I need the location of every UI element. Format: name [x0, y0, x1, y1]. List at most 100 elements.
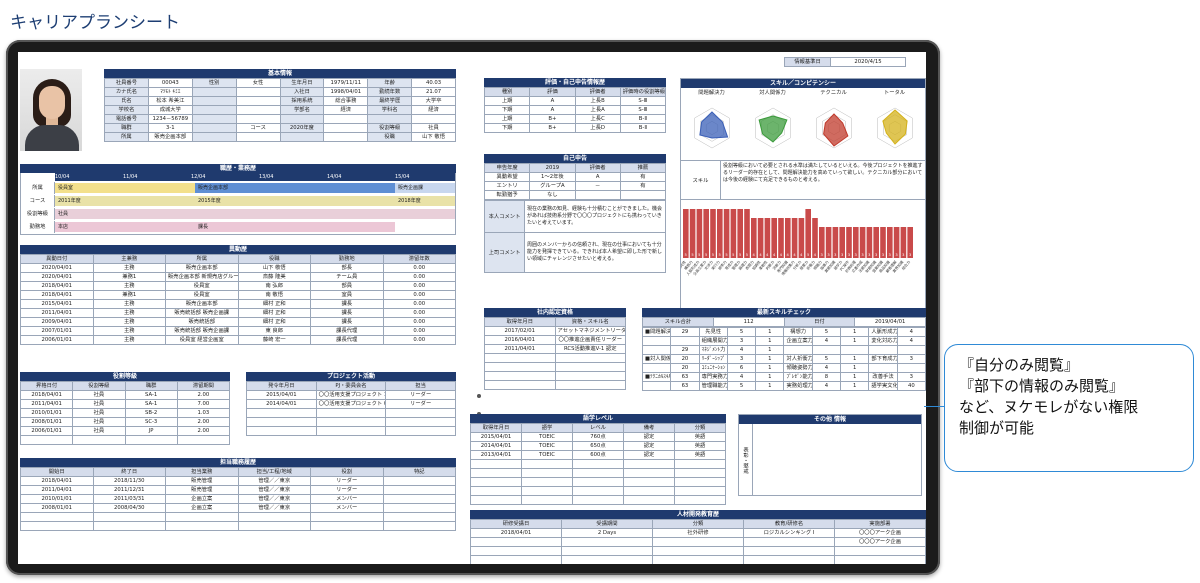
self-report-title: 自己申告 — [484, 154, 666, 163]
basic-cell: 社員番号 — [104, 78, 149, 88]
skill-bar-category: 分析力 — [792, 259, 803, 271]
basic-cell: 松本 希美江 — [147, 96, 193, 106]
evaluation-cell: 上長B — [574, 96, 621, 106]
training-table: 研修受講日 受講期間 分類 教育/研修名 実施部署 2018/04/01 2 Days 社外研… — [470, 519, 926, 564]
lang-title: 語学レベル — [470, 414, 726, 423]
lang-empty-cell — [521, 477, 573, 487]
skill-tab-4[interactable]: トータル — [883, 90, 906, 96]
role-empty-cell — [72, 435, 126, 445]
training-empty-cell — [652, 555, 744, 564]
skill-bar — [893, 227, 900, 258]
lang-empty-cell — [521, 486, 573, 496]
training-title: 人材開発教育歴 — [470, 510, 926, 519]
transfer-cell: 0.00 — [382, 317, 456, 327]
skill-bar — [805, 209, 811, 258]
transfer-row: 2018/04/01 兼務1 役員室南 敬悟 室員 0.00 — [20, 290, 456, 300]
latest-cell: 3 — [896, 372, 926, 382]
latest-cell — [783, 345, 813, 355]
latest-cell: 6 — [726, 363, 757, 373]
training-header-row: 研修受講日 受講期間 分類 教育/研修名 実施部署 — [470, 519, 926, 529]
lang-empty-cell — [572, 468, 624, 478]
latest-cell: 1 — [840, 327, 870, 337]
skill-tab-1[interactable]: 問題解決力 — [698, 90, 725, 96]
transfer-row: 2007/01/01 主務 販売統括部 販売企画課東 良郎 課長代理 0.00 — [20, 326, 456, 336]
cert-empty-cell — [554, 380, 626, 390]
transfer-row: 2020/04/01 主務 販売企画本部 山下 敬悟 部長 0.00 — [20, 263, 456, 273]
transfer-cell: 販売統括部 販売企画課 — [165, 308, 239, 318]
lang-cell: 認定 — [623, 432, 675, 442]
evaluation-table: 種別 評価 評価者 評価時の役割等級 上期 A 上長B S-Ⅲ 下期 A 上長A S-Ⅲ 上期 B+ 上長C… — [483, 87, 667, 133]
other-side-label: 表彰・懲戒 — [739, 424, 753, 496]
skill-bar — [866, 227, 873, 258]
evaluation-col-header: 種別 — [483, 87, 531, 97]
training-empty-cell — [743, 546, 835, 556]
basic-cell — [235, 105, 281, 115]
self-row: 転勤猶予 なし — [483, 190, 667, 200]
latest-row: ■ﾃｸﾆｶﾙｽｷﾙ 63 専門実務力 4 1 ﾌﾟﾚｾﾞﾝ能力 8 1 改善手法 3 — [641, 372, 926, 382]
skill-bar — [764, 218, 771, 258]
evaluation-cell: 上長C — [574, 114, 621, 124]
callout-line-3: など、ヌケモレがない権限 — [959, 398, 1139, 416]
basic-cell: 学部名 — [279, 105, 325, 115]
self-row: エントリ グループA －有 — [483, 181, 667, 191]
transfer-cell: 兼務1 — [92, 290, 166, 300]
cert-empty-cell — [554, 362, 626, 372]
transfer-header-row: 異動日付 主兼務 所属 役職 勤務地 滞留年数 — [20, 254, 456, 264]
lang-empty-cell — [572, 495, 624, 505]
radar-grid-ring — [755, 107, 791, 149]
training-cell: 2018/04/01 — [470, 528, 562, 538]
cert-cell: アセットマネジメントリーダー — [554, 326, 626, 336]
skill-tab-3[interactable]: テクニカル — [820, 90, 847, 96]
duty-empty-cell — [382, 512, 456, 522]
cert-table: 取得年月日 資格・スキル名 2017/02/01 アセットマネジメントリーダー 2016… — [484, 317, 626, 390]
role-cell: 社員 — [72, 408, 126, 418]
transfer-cell: 2020/04/01 — [20, 272, 94, 282]
evaluation-cell: 上期 — [483, 96, 531, 106]
role-empty-cell — [19, 435, 74, 445]
basic-cell: 年齢 — [367, 78, 413, 88]
transfer-cell: 役員室 — [165, 290, 239, 300]
cert-empty-row — [484, 371, 626, 381]
lang-empty-cell — [674, 495, 726, 505]
lang-row: 2013/04/01 TOEIC 600点 認定 英語 — [470, 450, 726, 460]
radar-chart-3 — [816, 107, 852, 149]
evaluation-col-header: 評価時の役割等級 — [619, 87, 667, 97]
basic-info-title: 基本情報 — [104, 69, 456, 78]
lang-empty-cell — [470, 459, 522, 469]
project-empty-cell — [315, 408, 387, 418]
lang-empty-cell — [623, 486, 675, 496]
skill-bar — [703, 209, 709, 258]
cert-col-header: 資格・スキル名 — [554, 317, 626, 327]
skill-tab-2[interactable]: 対人関係力 — [759, 90, 786, 96]
lang-empty-cell — [623, 477, 675, 487]
skill-bar — [846, 227, 852, 258]
training-empty-cell — [834, 546, 926, 556]
skill-bar — [853, 227, 859, 258]
skill-bar-value: 4 — [759, 253, 762, 257]
skill-bar-category: 提案力 — [798, 259, 809, 271]
duty-cell: 企画立案 — [165, 503, 239, 513]
latest-cell: 20 — [670, 363, 700, 373]
basic-row: 氏名 松本 希美江 採用系統 総合事務 最終学歴 大学卒 — [104, 96, 456, 106]
skill-bar — [710, 209, 716, 258]
lang-empty-cell — [470, 486, 522, 496]
lang-col-header: 語学 — [521, 423, 573, 433]
basic-cell: 販売企画本部 — [147, 132, 193, 142]
basic-cell — [235, 114, 281, 124]
training-empty-row — [470, 546, 926, 556]
skill-bar-value: 4 — [793, 253, 796, 257]
lang-empty-cell — [470, 468, 522, 478]
training-col-header: 分類 — [652, 519, 744, 529]
role-col-header: 昇格日付 — [19, 381, 74, 391]
evaluation-cell: A — [529, 105, 576, 115]
evaluation-cell: A — [529, 96, 576, 106]
self-cell: － — [574, 181, 621, 191]
latest-cell: 1 — [840, 354, 870, 364]
role-title: 役割等級 — [20, 372, 230, 381]
latest-row: ■対人関係力20ﾘｰﾀﾞｰｼｯﾌﾟ31対人折衝力51部下育成力3 — [641, 354, 926, 364]
training-empty-row — [470, 555, 926, 564]
radar-chart-2 — [755, 107, 791, 149]
latest-cell: ｺﾐｭﾆｹｰｼｮﾝ — [698, 363, 728, 373]
latest-cell — [641, 363, 672, 373]
latest-cell: 1 — [755, 372, 785, 382]
